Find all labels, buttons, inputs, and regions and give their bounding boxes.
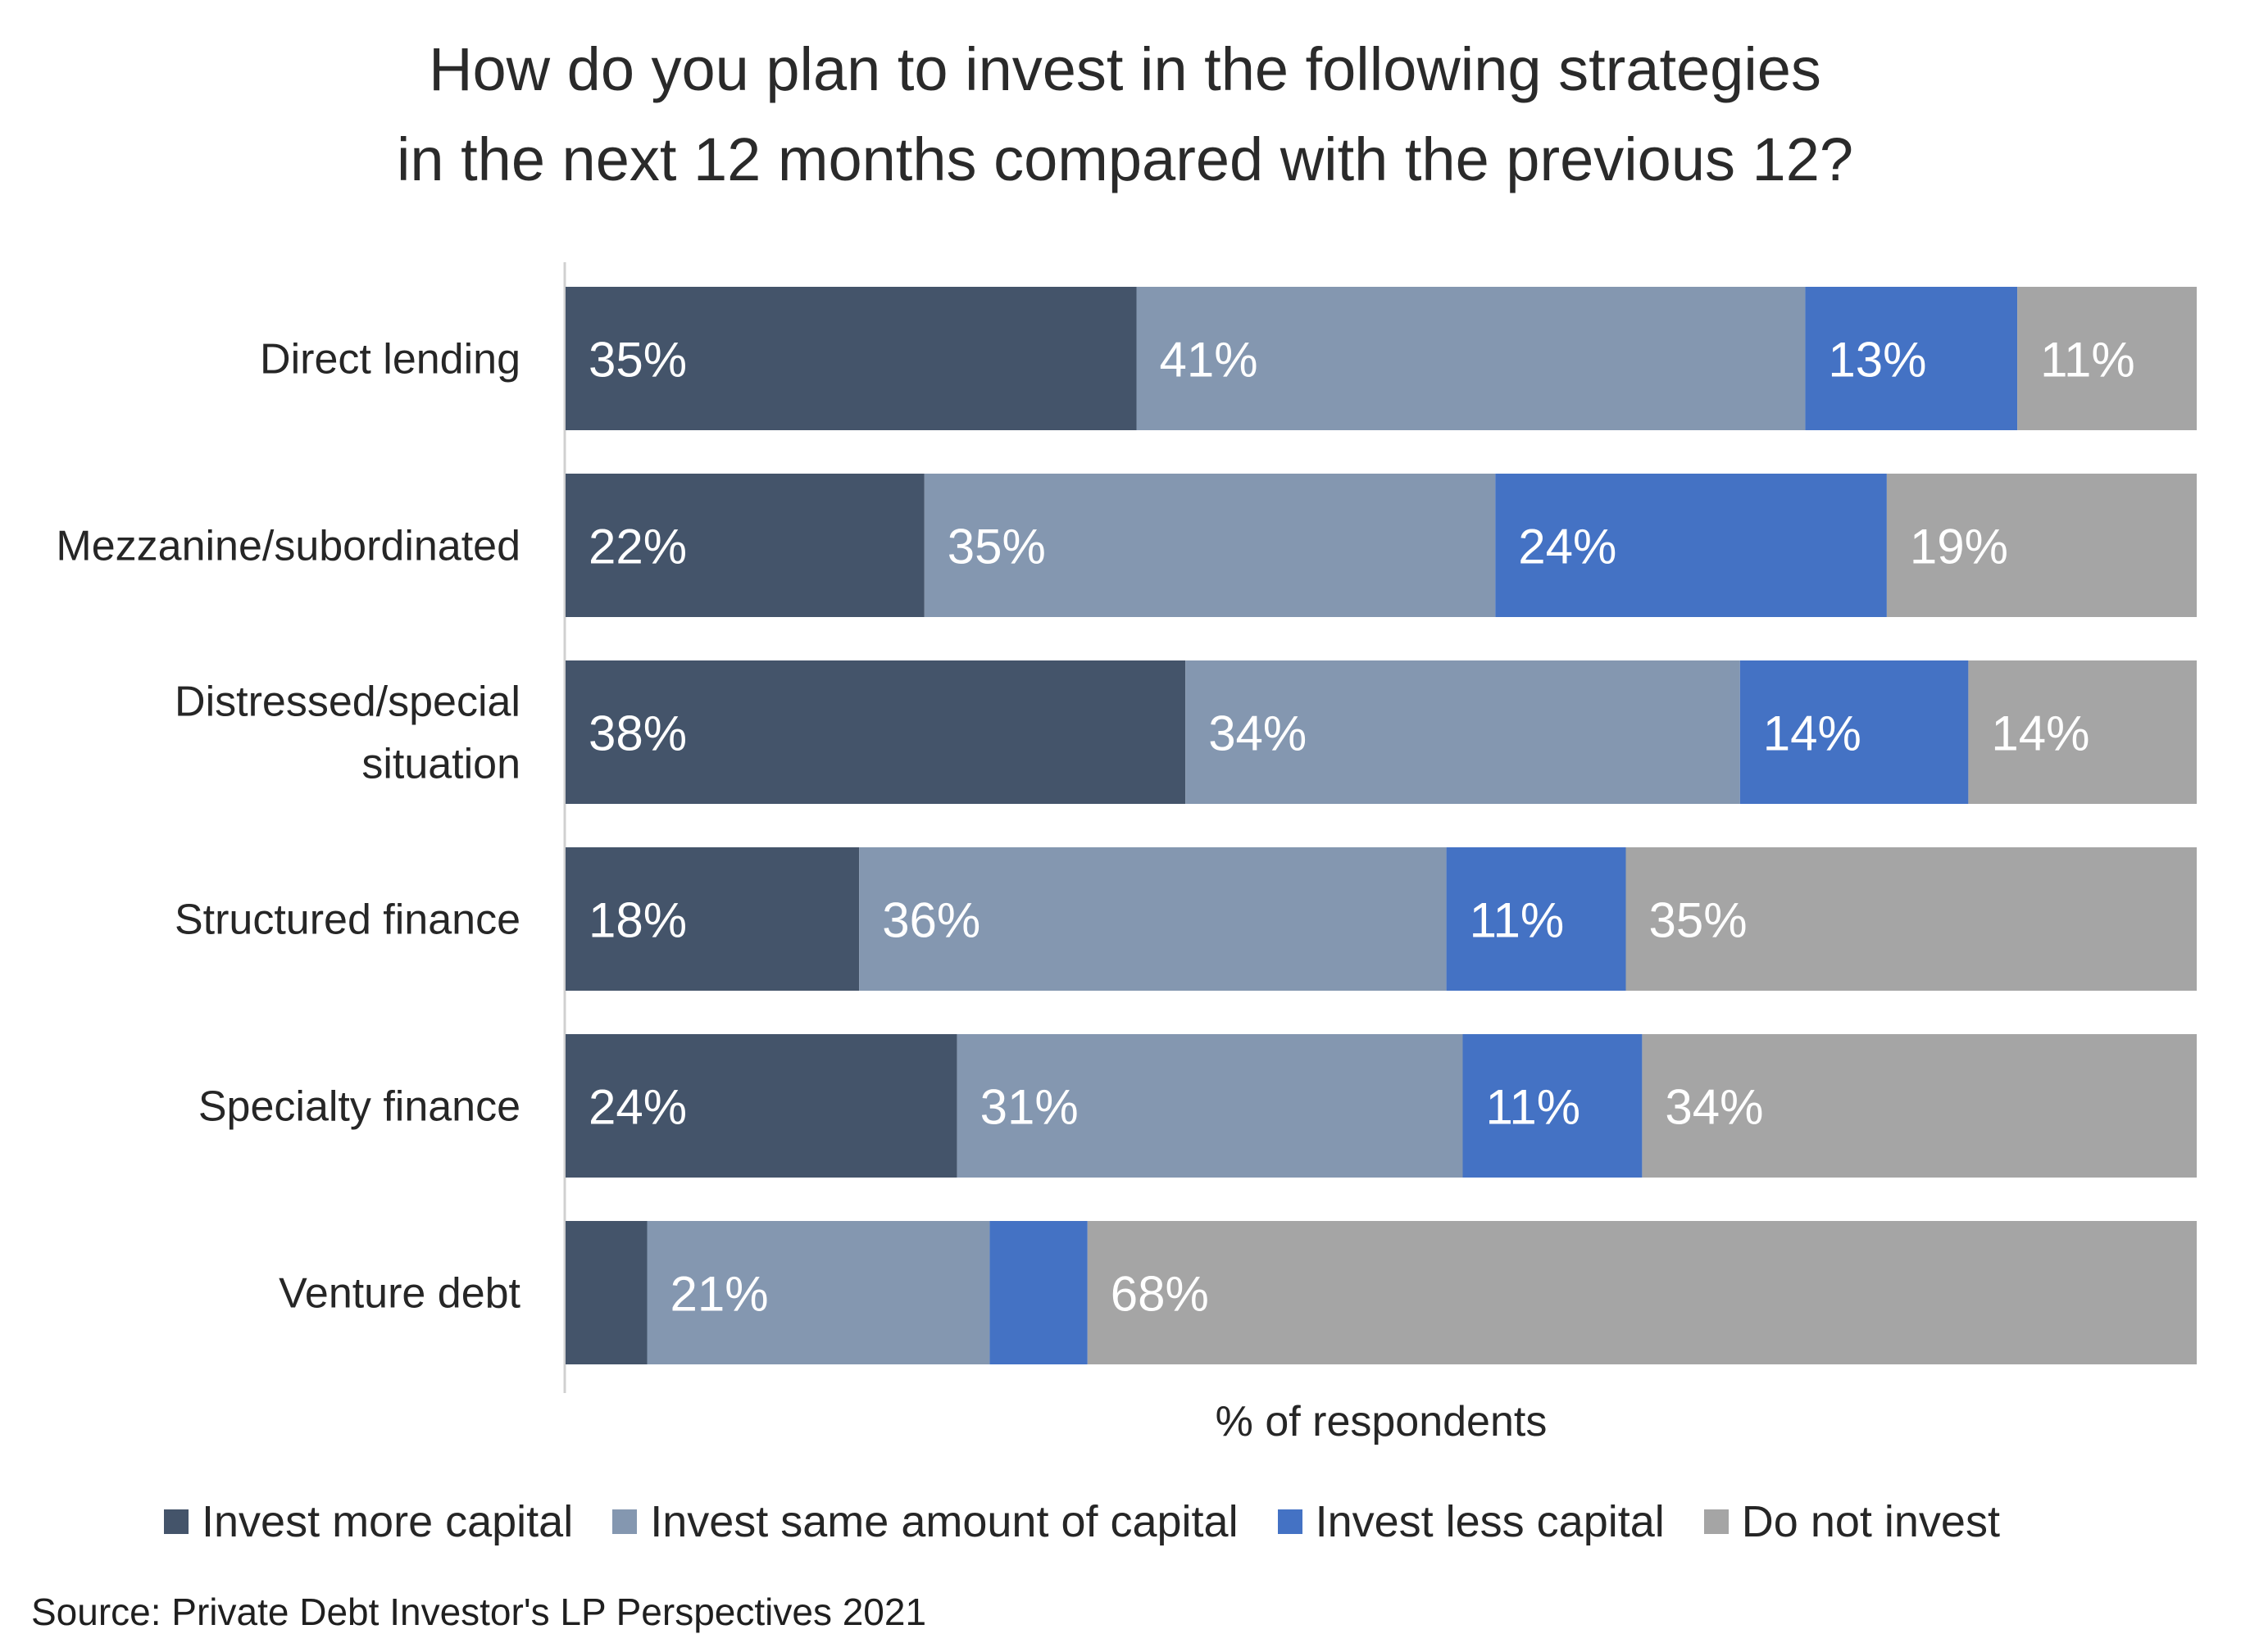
legend-swatch: [1703, 1509, 1729, 1534]
legend-item: Invest same amount of capital: [612, 1496, 1239, 1547]
bar-segment: [566, 474, 925, 617]
data-label: 11%: [2040, 333, 2135, 388]
bar-segment: [957, 1034, 1463, 1178]
legend-swatch: [164, 1509, 189, 1534]
category-label: Specialty finance: [198, 1083, 520, 1131]
data-label: 13%: [1828, 333, 1926, 388]
bar-segment: [566, 1034, 957, 1178]
data-label: 14%: [1763, 706, 1861, 761]
bar-segment: [566, 287, 1137, 430]
bar-segment: [566, 1221, 648, 1364]
bar-segment: [1739, 660, 1969, 804]
data-label: 11%: [1486, 1080, 1581, 1135]
data-label: 35%: [589, 333, 687, 388]
category-label: Direct lending: [260, 336, 520, 384]
category-label-line: situation: [361, 741, 520, 788]
data-label: 41%: [1160, 333, 1258, 388]
data-label: 18%: [589, 893, 687, 948]
category-label-line: Direct lending: [260, 336, 520, 384]
bar-segment: [2017, 287, 2197, 430]
data-label: 35%: [1649, 893, 1748, 948]
legend-item: Do not invest: [1703, 1496, 2000, 1547]
chart-title-line-1: How do you plan to invest in the followi…: [429, 35, 1821, 103]
legend-label: Invest same amount of capital: [650, 1497, 1239, 1546]
bar-segment: [566, 660, 1186, 804]
bar-segment: [989, 1221, 1088, 1364]
chart-title: How do you plan to invest in the followi…: [0, 25, 2250, 205]
bar-segment: [1625, 847, 2197, 991]
category-label-line: Specialty finance: [198, 1083, 520, 1131]
data-label: 34%: [1665, 1080, 1763, 1135]
data-label: 24%: [1518, 520, 1616, 574]
category-label-line: Distressed/special: [175, 678, 520, 726]
legend-item: Invest less capital: [1277, 1496, 1665, 1547]
legend-item: Invest more capital: [164, 1496, 573, 1547]
data-label: 34%: [1208, 706, 1307, 761]
bar-segment: [1642, 1034, 2197, 1178]
x-axis-label: % of respondents: [1215, 1398, 1548, 1446]
bar-segment: [647, 1221, 990, 1364]
data-label: 31%: [980, 1080, 1079, 1135]
bar-segment: [924, 474, 1496, 617]
bar-segment: [1136, 287, 1806, 430]
legend: Invest more capital Invest same amount of…: [164, 1493, 2000, 1550]
bar-segment: [1087, 1221, 2197, 1364]
bar-segment: [1185, 660, 1740, 804]
bar-segment: [1446, 847, 1626, 991]
category-label-line: Structured finance: [175, 896, 520, 944]
data-label: 36%: [882, 893, 980, 948]
data-label: 35%: [948, 520, 1046, 574]
data-label: 14%: [1991, 706, 2089, 761]
bar-segment: [1968, 660, 2197, 804]
legend-label: Do not invest: [1741, 1497, 2000, 1546]
stacked-bar-chart: Direct lending 35% 41% 13% 11% Mezzanine/subo…: [56, 262, 2197, 1393]
category-label: Distressed/special situation: [175, 678, 520, 788]
data-label: 11%: [1470, 893, 1565, 948]
data-label: 21%: [670, 1267, 769, 1322]
bar-segment: [1805, 287, 2018, 430]
bar-segment: [1462, 1034, 1643, 1178]
data-label: 68%: [1111, 1267, 1209, 1322]
data-label: 22%: [589, 520, 687, 574]
legend-swatch: [1277, 1509, 1302, 1534]
bar-segment: [1495, 474, 1887, 617]
category-label: Mezzanine/subordinated: [56, 523, 520, 570]
data-label: 24%: [589, 1080, 687, 1135]
bar-segment: [566, 847, 860, 991]
data-label: 38%: [589, 706, 687, 761]
category-label-line: Venture debt: [279, 1270, 520, 1318]
bar-segment: [859, 847, 1447, 991]
chart-title-line-2: in the next 12 months compared with the …: [396, 125, 1854, 193]
category-label-line: Mezzanine/subordinated: [56, 523, 520, 570]
legend-label: Invest more capital: [202, 1497, 574, 1546]
source-note: Source: Private Debt Investor's LP Persp…: [31, 1591, 927, 1633]
bar-segment: [1886, 474, 2197, 617]
category-label: Venture debt: [279, 1270, 520, 1318]
data-label: 19%: [1910, 520, 2008, 574]
category-label: Structured finance: [175, 896, 520, 944]
legend-label: Invest less capital: [1315, 1497, 1665, 1546]
legend-swatch: [612, 1509, 638, 1534]
